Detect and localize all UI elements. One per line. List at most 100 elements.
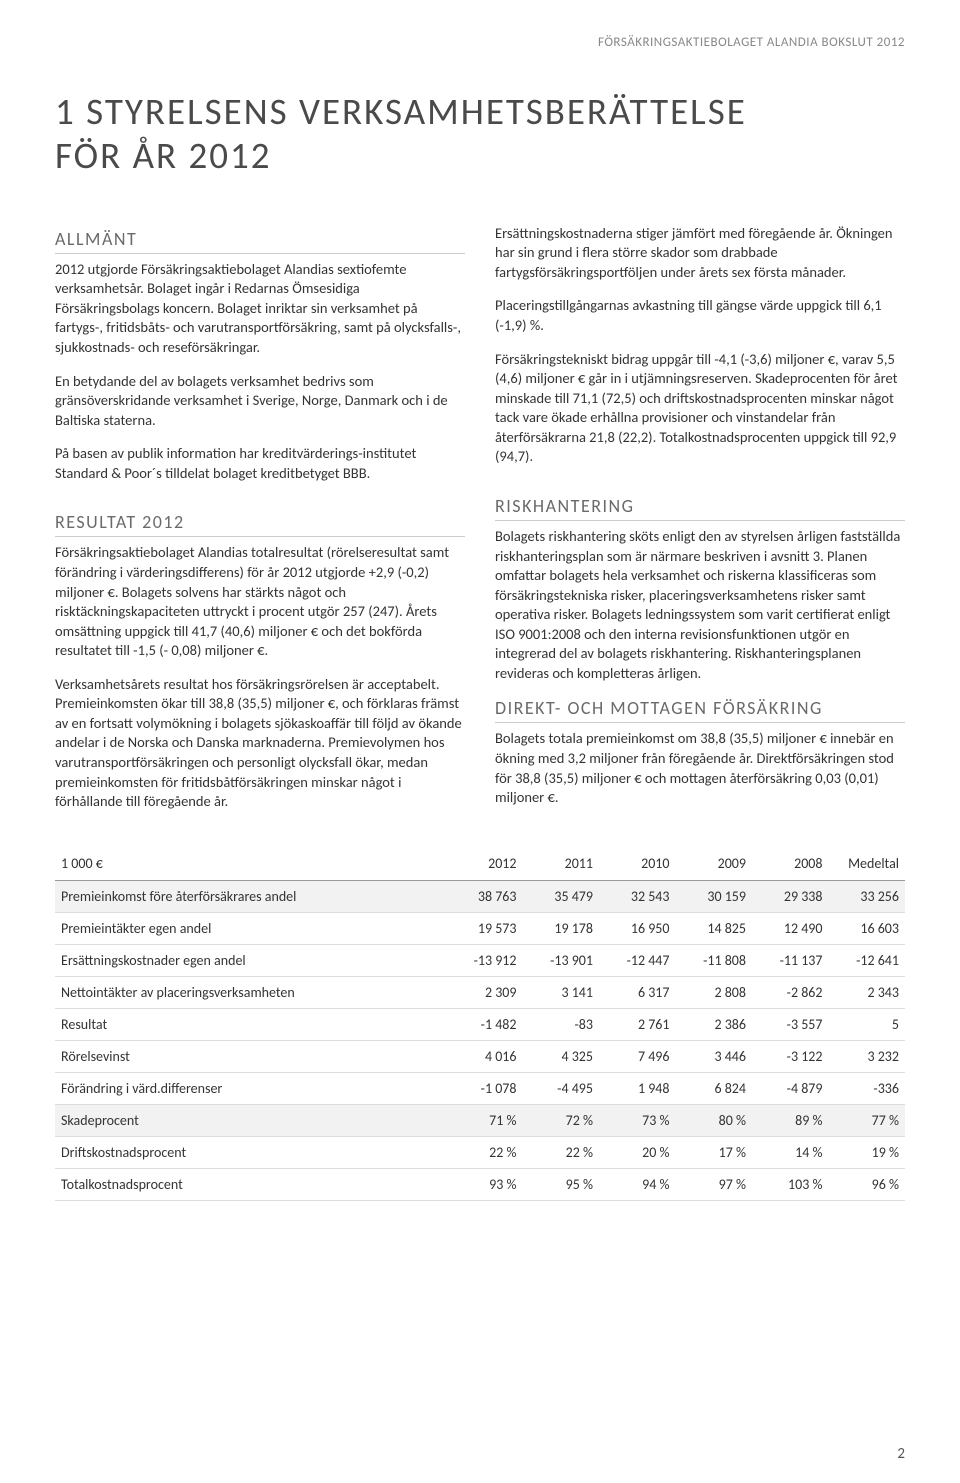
title-line-2: FÖR ÅR 2012 xyxy=(55,133,272,178)
table-cell: -4 495 xyxy=(523,1072,600,1104)
table-cell: 5 xyxy=(829,1008,906,1040)
table-cell: 2 808 xyxy=(676,976,753,1008)
left-column: ALLMÄNT 2012 utgjorde Försäkringsaktiebo… xyxy=(55,224,465,812)
table-cell: 16 950 xyxy=(599,912,676,944)
table-cell: 1 948 xyxy=(599,1072,676,1104)
table-cell: 2 761 xyxy=(599,1008,676,1040)
table-cell: 77 % xyxy=(829,1104,906,1136)
table-column-header: 2010 xyxy=(599,847,676,881)
table-cell: 4 016 xyxy=(446,1040,523,1072)
table-cell: 73 % xyxy=(599,1104,676,1136)
table-cell: -12 641 xyxy=(829,944,906,976)
table-cell: Driftskostnadsprocent xyxy=(55,1136,446,1168)
table-cell: -13 901 xyxy=(523,944,600,976)
table-cell: 6 317 xyxy=(599,976,676,1008)
para-right-1: Ersättningskostnaderna stiger jämfört me… xyxy=(495,224,905,283)
table-cell: 103 % xyxy=(752,1168,829,1200)
para-allmant-3: På basen av publik information har kredi… xyxy=(55,444,465,483)
table-cell: Ersättningskostnader egen andel xyxy=(55,944,446,976)
table-row: Nettointäkter av placeringsverksamheten2… xyxy=(55,976,905,1008)
table-cell: 95 % xyxy=(523,1168,600,1200)
table-cell: 3 446 xyxy=(676,1040,753,1072)
page-number: 2 xyxy=(897,1445,905,1463)
table-cell: -3 122 xyxy=(752,1040,829,1072)
heading-direkt-mottagen: DIREKT- OCH MOTTAGEN FÖRSÄKRING xyxy=(495,697,905,723)
table-cell: 14 825 xyxy=(676,912,753,944)
para-resultat-1: Försäkringsaktiebolaget Alandias totalre… xyxy=(55,543,465,660)
table-cell: 16 603 xyxy=(829,912,906,944)
table-cell: Totalkostnadsprocent xyxy=(55,1168,446,1200)
table-cell: -11 137 xyxy=(752,944,829,976)
table-cell: 33 256 xyxy=(829,880,906,912)
table-row: Premieintäkter egen andel19 57319 17816 … xyxy=(55,912,905,944)
table-cell: 19 573 xyxy=(446,912,523,944)
table-row: Ersättningskostnader egen andel-13 912-1… xyxy=(55,944,905,976)
table-cell: Premieinkomst före återförsäkrares andel xyxy=(55,880,446,912)
table-cell: 2 343 xyxy=(829,976,906,1008)
table-cell: -3 557 xyxy=(752,1008,829,1040)
table-column-header: 1 000 € xyxy=(55,847,446,881)
table-row: Skadeprocent71 %72 %73 %80 %89 %77 % xyxy=(55,1104,905,1136)
table-cell: 19 % xyxy=(829,1136,906,1168)
table-cell: Skadeprocent xyxy=(55,1104,446,1136)
table-cell: 94 % xyxy=(599,1168,676,1200)
para-right-2: Placeringstillgångarnas avkastning till … xyxy=(495,296,905,335)
table-cell: 32 543 xyxy=(599,880,676,912)
para-risk-1: Bolagets riskhantering sköts enligt den … xyxy=(495,527,905,684)
para-resultat-2: Verksamhetsårets resultat hos försäkring… xyxy=(55,675,465,812)
table-cell: Premieintäkter egen andel xyxy=(55,912,446,944)
table-cell: 97 % xyxy=(676,1168,753,1200)
table-cell: 2 309 xyxy=(446,976,523,1008)
table-cell: 22 % xyxy=(446,1136,523,1168)
table-cell: 3 232 xyxy=(829,1040,906,1072)
table-cell: 12 490 xyxy=(752,912,829,944)
table-row: Premieinkomst före återförsäkrares andel… xyxy=(55,880,905,912)
table-cell: -11 808 xyxy=(676,944,753,976)
table-cell: 22 % xyxy=(523,1136,600,1168)
table-row: Driftskostnadsprocent22 %22 %20 %17 %14 … xyxy=(55,1136,905,1168)
para-right-3: Försäkringstekniskt bidrag uppgår till -… xyxy=(495,350,905,467)
table-row: Förändring i värd.differenser-1 078-4 49… xyxy=(55,1072,905,1104)
table-cell: Rörelsevinst xyxy=(55,1040,446,1072)
table-cell: 89 % xyxy=(752,1104,829,1136)
table-cell: Nettointäkter av placeringsverksamheten xyxy=(55,976,446,1008)
table-body: Premieinkomst före återförsäkrares andel… xyxy=(55,880,905,1200)
table-cell: 14 % xyxy=(752,1136,829,1168)
table-column-header: 2008 xyxy=(752,847,829,881)
para-allmant-1: 2012 utgjorde Försäkringsaktiebolaget Al… xyxy=(55,260,465,358)
table-cell: 17 % xyxy=(676,1136,753,1168)
table-cell: -4 879 xyxy=(752,1072,829,1104)
financial-table: 1 000 €20122011201020092008Medeltal Prem… xyxy=(55,847,905,1201)
table-cell: Förändring i värd.differenser xyxy=(55,1072,446,1104)
table-cell: -13 912 xyxy=(446,944,523,976)
table-cell: 30 159 xyxy=(676,880,753,912)
table-cell: 4 325 xyxy=(523,1040,600,1072)
table-column-header: Medeltal xyxy=(829,847,906,881)
table-cell: -12 447 xyxy=(599,944,676,976)
table-cell: 71 % xyxy=(446,1104,523,1136)
heading-resultat: RESULTAT 2012 xyxy=(55,511,465,537)
table-cell: 80 % xyxy=(676,1104,753,1136)
table-cell: -1 482 xyxy=(446,1008,523,1040)
table-cell: 35 479 xyxy=(523,880,600,912)
table-cell: 2 386 xyxy=(676,1008,753,1040)
table-column-header: 2012 xyxy=(446,847,523,881)
table-column-header: 2011 xyxy=(523,847,600,881)
heading-allmant: ALLMÄNT xyxy=(55,228,465,254)
table-cell: 7 496 xyxy=(599,1040,676,1072)
table-cell: 72 % xyxy=(523,1104,600,1136)
para-allmant-2: En betydande del av bolagets verksamhet … xyxy=(55,372,465,431)
title-line-1: 1 STYRELSENS VERKSAMHETSBERÄTTELSE xyxy=(55,89,747,134)
page-title: 1 STYRELSENS VERKSAMHETSBERÄTTELSE FÖR Å… xyxy=(55,90,905,179)
right-column: Ersättningskostnaderna stiger jämfört me… xyxy=(495,224,905,812)
table-cell: -83 xyxy=(523,1008,600,1040)
table-column-header: 2009 xyxy=(676,847,753,881)
table-row: Resultat-1 482-832 7612 386-3 5575 xyxy=(55,1008,905,1040)
table-cell: 29 338 xyxy=(752,880,829,912)
table-cell: 38 763 xyxy=(446,880,523,912)
table-cell: 20 % xyxy=(599,1136,676,1168)
table-cell: 3 141 xyxy=(523,976,600,1008)
table-cell: -336 xyxy=(829,1072,906,1104)
table-row: Totalkostnadsprocent93 %95 %94 %97 %103 … xyxy=(55,1168,905,1200)
heading-riskhantering: RISKHANTERING xyxy=(495,495,905,521)
